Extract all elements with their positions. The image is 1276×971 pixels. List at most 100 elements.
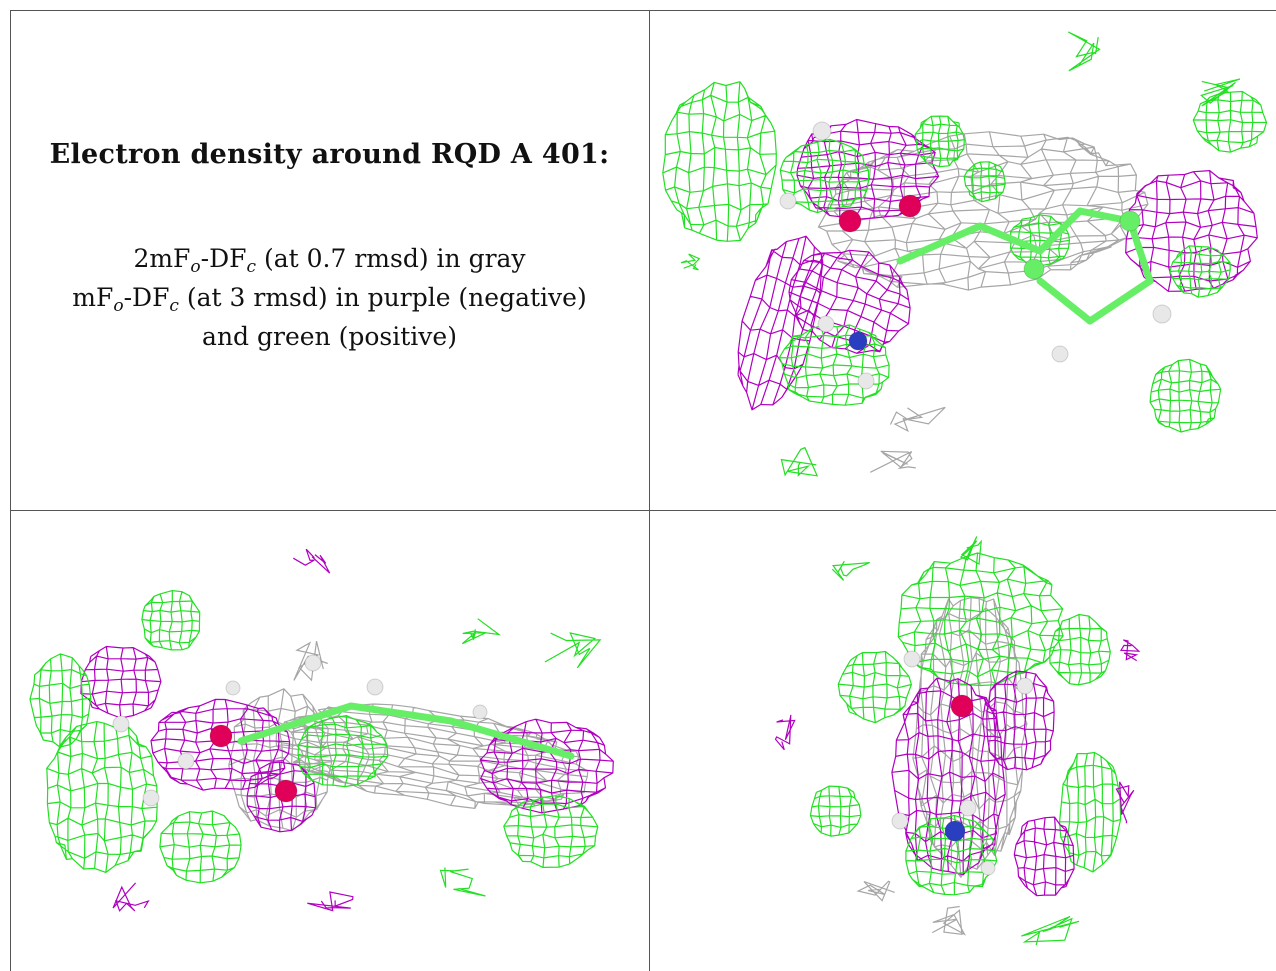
- bond: [896, 222, 984, 265]
- caption-title: Electron density around RQD A 401:: [49, 139, 610, 170]
- hydrogen-atom: [903, 650, 921, 668]
- hydrogen-atom: [812, 121, 832, 141]
- positive-density-mesh: [1169, 245, 1231, 298]
- mesh-view-icon: [29, 548, 614, 912]
- gray-density-mesh: [228, 688, 333, 832]
- positive-density-fragment: [439, 867, 486, 897]
- gray-density-fragment: [870, 450, 916, 473]
- positive-density-mesh: [778, 324, 890, 406]
- negative-density-fragment: [112, 882, 150, 912]
- bond: [447, 717, 575, 760]
- positive-density-fragment: [780, 446, 819, 477]
- hydrogen-atom: [857, 372, 875, 390]
- positive-density-mesh: [1059, 751, 1122, 873]
- positive-density-fragment: [1200, 78, 1241, 107]
- positive-density-mesh: [1149, 358, 1222, 433]
- positive-density-fragment: [680, 253, 701, 271]
- mesh-view-icon: [774, 536, 1141, 946]
- negative-density-fragment: [307, 891, 354, 912]
- carbon-atom: [1119, 210, 1141, 232]
- positive-density-fragment: [1068, 31, 1101, 72]
- positive-density-mesh: [1192, 90, 1268, 153]
- bond: [237, 702, 355, 745]
- caption-cell: Electron density around RQD A 401: 2mFo-…: [11, 11, 649, 510]
- positive-density-mesh: [1049, 613, 1111, 686]
- positive-density-mesh: [897, 552, 1064, 687]
- negative-density-fragment: [1115, 781, 1135, 824]
- caption-line-green: and green (positive): [202, 322, 457, 351]
- carbon-atom: [1023, 258, 1045, 280]
- oxygen-atom: [898, 194, 922, 218]
- hydrogen-atom: [142, 789, 160, 807]
- border-top: [10, 10, 1276, 11]
- positive-density-fragment: [544, 632, 602, 669]
- hydrogen-atom: [891, 812, 909, 830]
- negative-density-mesh: [986, 670, 1055, 771]
- positive-density-mesh: [297, 715, 389, 788]
- density-view-bottom-left: [11, 511, 649, 971]
- positive-density-mesh: [837, 650, 912, 724]
- caption-line-gray: 2mFo-DFc (at 0.7 rmsd) in gray: [133, 244, 526, 277]
- hydrogen-atom: [112, 715, 130, 733]
- hydrogen-atom: [1051, 345, 1069, 363]
- bond: [976, 222, 1044, 255]
- caption-line-difference: mFo-DFc (at 3 rmsd) in purple (negative): [72, 283, 587, 316]
- bond: [1036, 277, 1094, 325]
- bond: [1126, 217, 1154, 285]
- positive-density-mesh: [662, 81, 777, 242]
- gray-density-fragment: [932, 905, 966, 936]
- border-middle: [649, 10, 650, 971]
- oxygen-atom: [950, 694, 974, 718]
- bond: [1086, 277, 1154, 325]
- caption: Electron density around RQD A 401: 2mFo-…: [11, 11, 648, 509]
- oxygen-atom: [838, 209, 862, 233]
- hydrogen-atom: [472, 704, 488, 720]
- positive-density-mesh: [29, 653, 92, 748]
- hydrogen-atom: [1016, 677, 1034, 695]
- hydrogen-atom: [177, 752, 195, 770]
- positive-density-fragment: [831, 560, 870, 581]
- positive-density-mesh: [809, 785, 862, 837]
- hydrogen-atom: [1152, 304, 1172, 324]
- bond: [347, 702, 455, 725]
- oxygen-atom: [209, 724, 233, 748]
- positive-density-mesh: [159, 810, 242, 884]
- negative-density-mesh: [1013, 816, 1075, 897]
- hydrogen-atom: [366, 678, 384, 696]
- border-middle-horizontal: [10, 510, 1276, 511]
- hydrogen-atom: [959, 799, 977, 817]
- positive-density-fragment: [461, 618, 502, 645]
- positive-density-mesh: [141, 590, 201, 651]
- hydrogen-atom: [817, 315, 835, 333]
- positive-density-mesh: [779, 138, 870, 214]
- hydrogen-atom: [225, 680, 241, 696]
- negative-density-mesh: [1125, 170, 1258, 292]
- negative-density-fragment: [774, 714, 796, 751]
- positive-density-fragment: [959, 536, 982, 565]
- hydrogen-atom: [980, 860, 996, 876]
- bond: [1036, 207, 1084, 255]
- positive-density-fragment: [1021, 915, 1080, 946]
- mesh-view-icon: [662, 31, 1268, 477]
- hydrogen-atom: [779, 192, 797, 210]
- negative-density-fragment: [292, 548, 331, 574]
- oxygen-atom: [274, 779, 298, 803]
- positive-density-mesh: [46, 721, 158, 873]
- density-view-bottom-right: [650, 511, 1276, 971]
- nitrogen-atom: [848, 331, 868, 351]
- gray-density-mesh: [817, 131, 1149, 291]
- positive-density-mesh: [503, 795, 599, 868]
- gray-density-fragment: [889, 406, 946, 433]
- negative-density-mesh: [737, 235, 824, 411]
- gray-density-fragment: [856, 880, 895, 902]
- gray-density-mesh: [912, 597, 1028, 878]
- negative-density-fragment: [1119, 639, 1141, 662]
- positive-density-mesh: [963, 161, 1006, 203]
- negative-density-mesh: [80, 645, 162, 719]
- density-view-top-right: [650, 11, 1276, 510]
- border-left: [10, 10, 11, 971]
- nitrogen-atom: [944, 820, 966, 842]
- hydrogen-atom: [304, 654, 322, 672]
- positive-density-mesh: [914, 115, 965, 168]
